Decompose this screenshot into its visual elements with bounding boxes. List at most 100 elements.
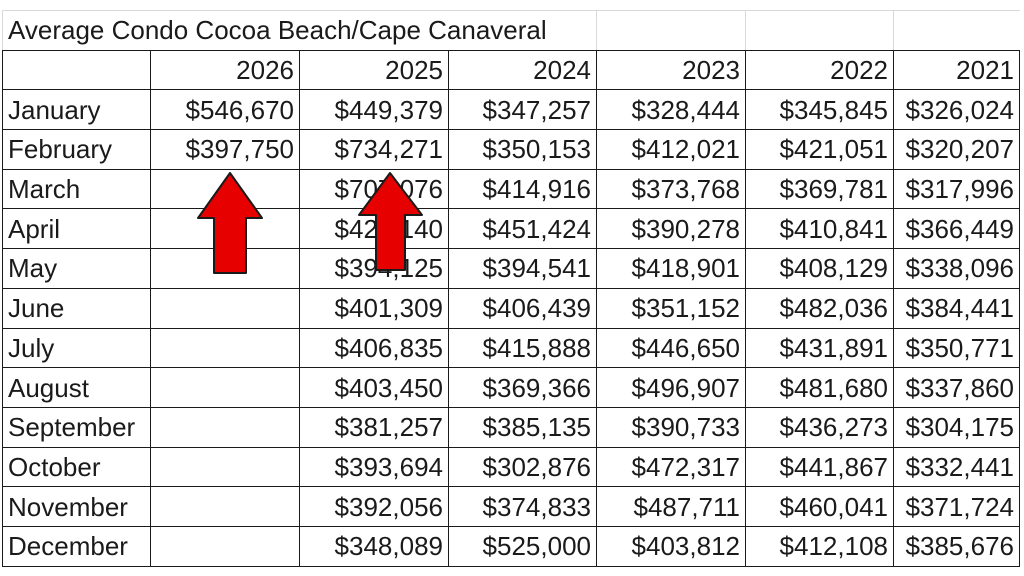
month-label: September (2, 406, 151, 448)
price-cell: $418,901 (596, 248, 746, 289)
price-cell: $304,175 (893, 406, 1020, 448)
table-row: May $394,125 $394,541 $418,901 $408,129 $338,… (2, 248, 1020, 289)
blank-cell (745, 10, 894, 51)
year-header: 2025 (299, 49, 449, 91)
price-cell (150, 248, 300, 289)
price-cell: $451,424 (448, 208, 597, 250)
price-cell (150, 367, 300, 408)
price-cell: $302,876 (448, 446, 597, 488)
price-cell: $381,257 (299, 406, 449, 448)
month-label: December (2, 525, 151, 567)
price-cell: $423,140 (299, 208, 449, 250)
month-label: January (2, 89, 151, 131)
year-header: 2023 (596, 49, 746, 91)
price-cell: $394,541 (448, 248, 597, 289)
table-row: July $406,835 $415,888 $446,650 $431,891 $350… (2, 327, 1020, 369)
price-cell: $345,845 (745, 89, 894, 131)
month-label: May (2, 248, 151, 289)
price-cell: $350,771 (893, 327, 1020, 369)
price-cell: $414,916 (448, 168, 597, 210)
blank-cell (596, 10, 746, 51)
year-header: 2022 (745, 49, 894, 91)
table-row: December $348,089 $525,000 $403,812 $412,108… (2, 525, 1020, 567)
price-cell: $403,812 (596, 525, 746, 567)
price-cell: $397,750 (150, 129, 300, 170)
price-cell: $347,257 (448, 89, 597, 131)
price-cell: $410,841 (745, 208, 894, 250)
corner-cell (2, 49, 151, 91)
table-row: November $392,056 $374,833 $487,711 $460,041… (2, 486, 1020, 527)
price-cell: $393,694 (299, 446, 449, 488)
price-cell: $332,441 (893, 446, 1020, 488)
price-cell: $472,317 (596, 446, 746, 488)
price-cell: $481,680 (745, 367, 894, 408)
price-cell: $441,867 (745, 446, 894, 488)
year-header: 2021 (893, 49, 1020, 91)
blank-cell (893, 10, 1020, 51)
price-cell (150, 208, 300, 250)
price-cell: $546,670 (150, 89, 300, 131)
price-cell: $707,076 (299, 168, 449, 210)
price-cell: $390,278 (596, 208, 746, 250)
price-cell (150, 486, 300, 527)
price-cell: $326,024 (893, 89, 1020, 131)
price-cell: $373,768 (596, 168, 746, 210)
table-row: March $707,076 $414,916 $373,768 $369,781 $31… (2, 168, 1020, 210)
table-row: April $423,140 $451,424 $390,278 $410,841 $36… (2, 208, 1020, 250)
table-row: October $393,694 $302,876 $472,317 $441,867 $… (2, 446, 1020, 488)
header-row: 2026 2025 2024 2023 2022 2021 (2, 49, 1020, 91)
price-cell: $385,676 (893, 525, 1020, 567)
price-cell: $392,056 (299, 486, 449, 527)
price-cell: $374,833 (448, 486, 597, 527)
price-cell: $421,051 (745, 129, 894, 170)
price-cell: $525,000 (448, 525, 597, 567)
year-header: 2024 (448, 49, 597, 91)
price-cell (150, 327, 300, 369)
price-cell: $317,996 (893, 168, 1020, 210)
price-cell: $734,271 (299, 129, 449, 170)
price-cell: $328,444 (596, 89, 746, 131)
price-cell (150, 168, 300, 210)
month-label: November (2, 486, 151, 527)
month-label: February (2, 129, 151, 170)
table-row: August $403,450 $369,366 $496,907 $481,680 $3… (2, 367, 1020, 408)
price-cell (150, 287, 300, 329)
price-cell (150, 525, 300, 567)
table-row: June $401,309 $406,439 $351,152 $482,036 $384… (2, 287, 1020, 329)
table-row: January $546,670 $449,379 $347,257 $328,444 $… (2, 89, 1020, 131)
price-cell: $403,450 (299, 367, 449, 408)
price-cell: $449,379 (299, 89, 449, 131)
month-label: March (2, 168, 151, 210)
price-cell: $412,108 (745, 525, 894, 567)
price-cell: $394,125 (299, 248, 449, 289)
month-label: July (2, 327, 151, 369)
month-label: April (2, 208, 151, 250)
price-cell: $371,724 (893, 486, 1020, 527)
price-cell: $385,135 (448, 406, 597, 448)
price-cell: $369,781 (745, 168, 894, 210)
price-cell: $415,888 (448, 327, 597, 369)
price-cell: $320,207 (893, 129, 1020, 170)
price-cell: $496,907 (596, 367, 746, 408)
price-cell: $446,650 (596, 327, 746, 369)
month-label: June (2, 287, 151, 329)
title-row: Average Condo Cocoa Beach/Cape Canaveral (2, 10, 1020, 51)
month-label: August (2, 367, 151, 408)
month-label: October (2, 446, 151, 488)
price-cell: $487,711 (596, 486, 746, 527)
table-row: February $397,750 $734,271 $350,153 $412,021… (2, 129, 1020, 170)
condo-price-table: Average Condo Cocoa Beach/Cape Canaveral… (2, 10, 1020, 567)
price-cell: $401,309 (299, 287, 449, 329)
price-cell: $338,096 (893, 248, 1020, 289)
price-cell: $408,129 (745, 248, 894, 289)
price-cell: $351,152 (596, 287, 746, 329)
price-cell: $482,036 (745, 287, 894, 329)
price-cell: $406,439 (448, 287, 597, 329)
price-cell: $412,021 (596, 129, 746, 170)
price-cell: $431,891 (745, 327, 894, 369)
price-cell: $390,733 (596, 406, 746, 448)
price-cell: $406,835 (299, 327, 449, 369)
price-cell: $460,041 (745, 486, 894, 527)
price-cell: $350,153 (448, 129, 597, 170)
table-title: Average Condo Cocoa Beach/Cape Canaveral (2, 10, 597, 51)
